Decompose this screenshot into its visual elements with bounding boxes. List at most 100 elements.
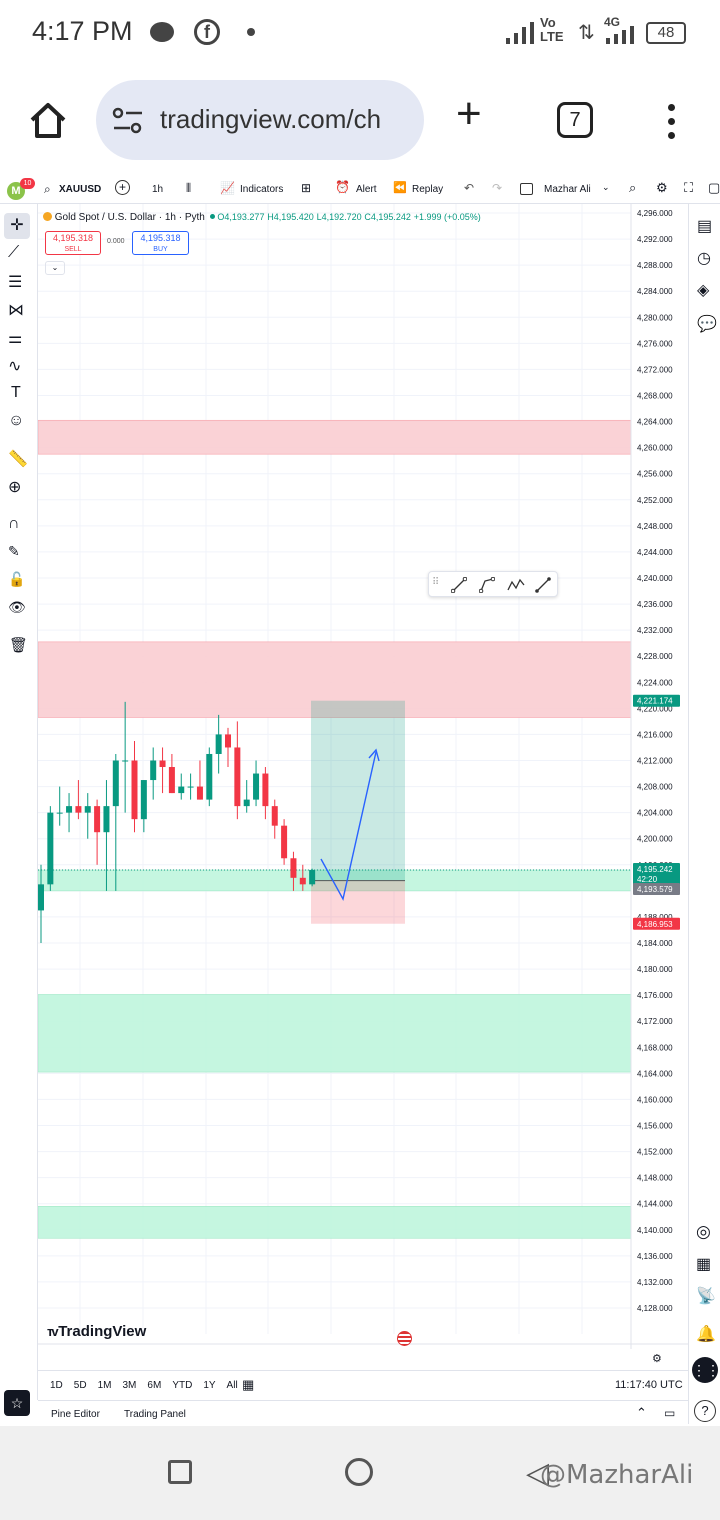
watchlist-icon[interactable]: ▤ [697, 218, 713, 235]
candle-body[interactable] [299, 877, 306, 885]
new-tab-icon[interactable]: + [456, 89, 482, 138]
range-button-3m[interactable]: 3M [122, 1380, 137, 1391]
interval-button[interactable]: 1h [152, 184, 164, 195]
candle-body[interactable] [122, 760, 129, 762]
magnet-icon[interactable]: ∩ [8, 515, 20, 532]
candle-body[interactable] [196, 786, 203, 800]
bell-icon[interactable]: 🔔 [696, 1326, 716, 1343]
path-tool-icon[interactable] [479, 577, 495, 593]
pattern-icon[interactable]: ⋈ [8, 302, 24, 319]
fullscreen-icon[interactable]: ⛶ [684, 180, 694, 195]
quick-search-icon[interactable]: ⌕ [629, 180, 637, 195]
menu-icon[interactable] [668, 104, 676, 140]
candle-body[interactable] [84, 806, 91, 813]
supply-zone[interactable] [38, 419, 632, 455]
templates-icon[interactable]: ⊞ [301, 181, 312, 195]
candle-body[interactable] [271, 806, 278, 826]
emoji-icon[interactable]: ☺ [8, 412, 25, 429]
home-icon[interactable] [28, 100, 68, 140]
range-button-all[interactable]: All [226, 1380, 238, 1391]
compare-add-icon[interactable]: + [115, 180, 130, 195]
indicators-button[interactable]: Indicators [240, 184, 284, 195]
candle-body[interactable] [187, 786, 194, 788]
back-button[interactable]: ◁ [526, 1457, 550, 1490]
apps-grid-icon[interactable]: ⋮⋮ [692, 1357, 720, 1383]
lock-icon[interactable]: 🔓 [8, 571, 26, 587]
sl-price-label-bg[interactable] [633, 917, 680, 930]
calendar-icon[interactable]: ▦ [696, 1256, 712, 1273]
candle-body[interactable] [234, 747, 241, 807]
range-button-1m[interactable]: 1M [97, 1380, 112, 1391]
entry-price-label-bg[interactable] [633, 883, 680, 896]
candle-body[interactable] [47, 812, 54, 885]
range-button-5d[interactable]: 5D [73, 1380, 87, 1391]
candle-body[interactable] [150, 760, 157, 781]
price-chart[interactable]: 4,296.000 4,292.000 4,288.000 4,284.000 4,28… [38, 204, 688, 1349]
current-price-tag[interactable] [633, 863, 680, 885]
snapshot-icon[interactable]: ▢ [708, 180, 720, 195]
eye-icon[interactable]: 👁 [8, 599, 26, 615]
lock-drawing-icon[interactable]: ✎ [8, 543, 20, 559]
chevron-down-icon[interactable]: ⌄ [602, 182, 610, 192]
arrow-tool-icon[interactable] [535, 577, 551, 593]
candle-body[interactable] [112, 760, 119, 807]
candle-body[interactable] [262, 773, 269, 807]
alerts-clock-icon[interactable]: ◷ [697, 250, 711, 267]
site-settings-icon[interactable] [112, 107, 144, 135]
candle-body[interactable] [178, 786, 185, 794]
buy-button[interactable]: 4,195.318 BUY [132, 231, 189, 255]
candle-body[interactable] [38, 884, 44, 911]
utc-clock[interactable]: 11:17:40 UTC [615, 1379, 683, 1391]
candle-body[interactable] [131, 760, 138, 820]
range-button-6m[interactable]: 6M [147, 1380, 162, 1391]
chart-pane[interactable]: 4,296.000 4,292.000 4,288.000 4,284.000 4,28… [38, 204, 688, 1365]
legend-collapse-button[interactable]: ⌄ [45, 261, 65, 275]
replay-button[interactable]: Replay [412, 184, 444, 195]
zoom-in-icon[interactable]: ⊕ [8, 479, 22, 496]
indicators-icon[interactable]: 📈 [220, 181, 235, 195]
candle-body[interactable] [75, 806, 82, 813]
scale-settings-icon[interactable]: ⚙ [652, 1353, 662, 1365]
goto-date-icon[interactable]: ▦ [242, 1377, 255, 1392]
symbol-button[interactable]: XAUUSD [59, 184, 102, 195]
sell-button[interactable]: 4,195.318 SELL [45, 231, 101, 255]
text-icon[interactable]: T [11, 384, 21, 401]
tab-switcher-button[interactable]: 7 [557, 102, 593, 138]
candle-type-icon[interactable]: ⫴ [186, 181, 192, 195]
candle-body[interactable] [94, 806, 101, 833]
candle-body[interactable] [290, 858, 297, 878]
undo-icon[interactable]: ↶ [464, 181, 475, 195]
range-button-1y[interactable]: 1Y [203, 1380, 216, 1391]
prediction-icon[interactable]: ⚌ [8, 330, 23, 347]
maximize-panel-icon[interactable]: ▭ [664, 1406, 676, 1420]
broadcast-icon[interactable]: 📡 [696, 1288, 716, 1305]
brush-icon[interactable]: ∿ [8, 358, 22, 375]
layers-icon[interactable]: ◈ [697, 282, 710, 299]
candle-body[interactable] [168, 767, 175, 794]
favorites-icon[interactable]: ☆ [4, 1390, 30, 1416]
range-button-1d[interactable]: 1D [50, 1380, 63, 1391]
settings-icon[interactable]: ⚙ [656, 180, 668, 195]
zigzag-tool-icon[interactable] [507, 577, 525, 593]
range-button-ytd[interactable]: YTD [172, 1380, 193, 1391]
demand-zone[interactable] [38, 1206, 632, 1239]
candle-body[interactable] [281, 825, 288, 859]
candle-body[interactable] [309, 870, 316, 885]
projection-arrow[interactable] [320, 751, 377, 901]
address-bar[interactable]: tradingview.com/ch [96, 80, 424, 160]
candle-body[interactable] [66, 806, 73, 813]
trend-line-icon[interactable]: ⟋ [8, 244, 20, 261]
trading-panel-tab[interactable]: Trading Panel [124, 1409, 186, 1420]
replay-icon[interactable]: ⏪ [393, 182, 407, 194]
candle-body[interactable] [159, 760, 166, 768]
fib-retracement-icon[interactable]: ☰ [8, 274, 23, 291]
chat-bubble-icon[interactable]: 💬 [697, 316, 717, 333]
crosshair-icon[interactable]: ✛ [4, 213, 30, 239]
alert-icon[interactable]: ⏰ [335, 180, 350, 194]
candle-body[interactable] [140, 780, 147, 820]
candle-body[interactable] [253, 773, 260, 800]
position-profit-area[interactable] [311, 700, 405, 881]
line-tool-icon[interactable] [451, 577, 467, 593]
tp-price-label-bg[interactable] [633, 694, 680, 707]
drag-handle-icon[interactable]: ⠿ [432, 577, 440, 588]
